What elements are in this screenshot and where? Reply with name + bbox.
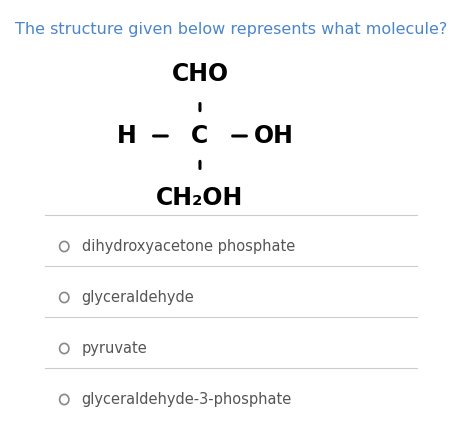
Text: dihydroxyacetone phosphate: dihydroxyacetone phosphate — [82, 239, 295, 254]
Text: glyceraldehyde-3-phosphate: glyceraldehyde-3-phosphate — [82, 392, 292, 407]
Text: CH₂OH: CH₂OH — [156, 186, 243, 210]
Text: The structure given below represents what molecule?: The structure given below represents wha… — [15, 22, 447, 37]
Text: H: H — [116, 124, 136, 148]
Text: CHO: CHO — [171, 62, 229, 86]
Text: glyceraldehyde: glyceraldehyde — [82, 290, 195, 305]
Text: pyruvate: pyruvate — [82, 341, 147, 356]
Text: OH: OH — [254, 124, 293, 148]
Text: C: C — [191, 124, 209, 148]
